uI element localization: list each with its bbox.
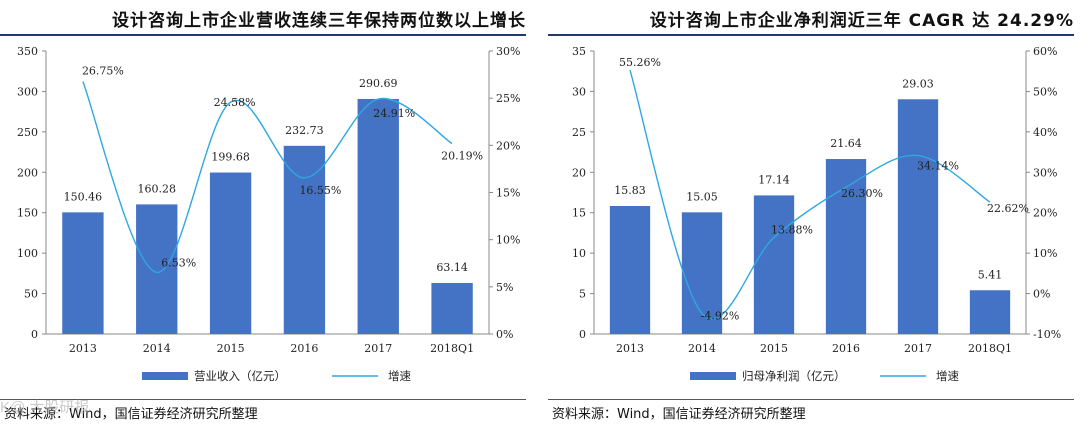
bar-value-label: 29.03 (902, 77, 934, 90)
left-tick-label: 0 (31, 328, 38, 341)
x-tick-label: 2018Q1 (430, 342, 474, 355)
right-tick-label: 50% (1033, 85, 1057, 98)
line-value-label: -4.92% (701, 309, 740, 322)
legend-bar-swatch (690, 372, 736, 380)
x-tick-label: 2014 (143, 342, 171, 355)
x-tick-label: 2016 (832, 342, 860, 355)
bar-value-label: 21.64 (830, 137, 862, 150)
bar-value-label: 232.73 (285, 124, 324, 137)
bar (136, 204, 178, 334)
line-value-label: 26.30% (841, 187, 883, 200)
source-note: 资料来源：Wind，国信证券经济研究所整理 (4, 407, 258, 422)
right-tick-label: 10% (496, 234, 520, 247)
legend-bar-label: 归母净利润（亿元） (742, 369, 846, 383)
left-tick-label: 20 (572, 166, 586, 179)
source-rule (0, 399, 526, 400)
chart-title: 设计咨询上市企业营收连续三年保持两位数以上增长 (112, 11, 526, 31)
right-tick-label: 5% (496, 281, 513, 294)
x-tick-label: 2015 (760, 342, 788, 355)
bar-value-label: 15.83 (614, 184, 646, 197)
line-value-label: 22.62% (987, 202, 1029, 215)
right-tick-label: -10% (1033, 328, 1061, 341)
left-tick-label: 25 (572, 126, 586, 139)
bar-value-label: 150.46 (64, 190, 103, 203)
right-tick-label: 20% (496, 139, 520, 152)
left-tick-label: 200 (17, 166, 38, 179)
growth-line (629, 69, 991, 320)
right-tick-label: 30% (496, 45, 520, 58)
legend-bar-swatch (142, 372, 188, 380)
line-value-label: 26.75% (82, 65, 124, 78)
source-rule (548, 399, 1074, 400)
bar-value-label: 290.69 (359, 77, 398, 90)
right-tick-label: 25% (496, 92, 520, 105)
bar (897, 99, 939, 334)
revenue-panel: 设计咨询上市企业营收连续三年保持两位数以上增长 0 50 100 150 200 250 3… (0, 0, 532, 425)
revenue-chart: 0 50 100 150 200 250 300 350 0% 5% 10% 15% 20% 25% 30%… (17, 45, 520, 383)
line-value-label: 24.58% (214, 96, 256, 109)
line-value-label: 24.91% (373, 107, 415, 120)
left-tick-label: 300 (17, 85, 38, 98)
line-value-label: 16.55% (299, 184, 341, 197)
title-rule (0, 34, 526, 36)
x-tick-label: 2018Q1 (968, 342, 1012, 355)
left-tick-label: 35 (572, 45, 586, 58)
right-tick-label: 10% (1033, 247, 1057, 260)
bar-value-label: 63.14 (436, 261, 468, 274)
bar (62, 212, 104, 334)
growth-line (82, 81, 453, 274)
left-tick-label: 10 (572, 247, 586, 260)
bar-value-label: 199.68 (211, 151, 250, 164)
x-tick-label: 2017 (904, 342, 932, 355)
source-note: 资料来源：Wind，国信证券经济研究所整理 (552, 407, 806, 422)
left-tick-label: 100 (17, 247, 38, 260)
right-tick-label: 60% (1033, 45, 1057, 58)
left-tick-label: 30 (572, 85, 586, 98)
bar (357, 98, 399, 334)
x-tick-label: 2013 (69, 342, 97, 355)
chart-title: 设计咨询上市企业净利润近三年 CAGR 达 24.29% (649, 11, 1074, 31)
legend-line-label: 增速 (936, 369, 959, 383)
left-tick-label: 350 (17, 45, 38, 58)
bar-value-label: 15.05 (686, 190, 718, 203)
line-value-label: 13.88% (771, 223, 813, 236)
bar (609, 206, 651, 334)
bar (969, 290, 1011, 334)
right-tick-label: 20% (1033, 207, 1057, 220)
left-tick-label: 250 (17, 126, 38, 139)
bar (825, 159, 867, 334)
right-tick-label: 30% (1033, 166, 1057, 179)
line-value-label: 20.19% (441, 150, 483, 163)
bar-value-label: 17.14 (758, 173, 790, 186)
right-tick-label: 40% (1033, 126, 1057, 139)
right-tick-label: 0% (496, 328, 513, 341)
bar (753, 195, 795, 334)
left-tick-label: 5 (579, 288, 586, 301)
bar-value-label: 160.28 (138, 182, 177, 195)
watermark: K@ 大股研报 (0, 399, 90, 416)
line-value-label: 34.14% (917, 160, 959, 173)
x-tick-label: 2017 (364, 342, 392, 355)
x-tick-label: 2015 (217, 342, 245, 355)
x-tick-label: 2013 (616, 342, 644, 355)
left-tick-label: 50 (24, 288, 38, 301)
x-tick-label: 2016 (290, 342, 318, 355)
line-value-label: 6.53% (161, 256, 196, 269)
net-profit-chart: 0 5 10 15 20 25 30 35 -10% 0% 10% 20% 30% 40% 50% 60% 15… (572, 45, 1061, 383)
left-tick-label: 0 (579, 328, 586, 341)
bar (431, 282, 473, 334)
legend-line-label: 增速 (388, 369, 411, 383)
title-rule (548, 34, 1074, 36)
right-tick-label: 0% (1033, 288, 1050, 301)
bar-value-label: 5.41 (978, 268, 1003, 281)
net-profit-panel: 设计咨询上市企业净利润近三年 CAGR 达 24.29% 0 5 10 15 20 25 3… (548, 0, 1080, 425)
left-tick-label: 15 (572, 207, 586, 220)
bar (283, 145, 326, 334)
line-value-label: 55.26% (619, 56, 661, 69)
legend-bar-label: 营业收入（亿元） (194, 369, 286, 383)
bar (209, 172, 252, 334)
x-tick-label: 2014 (688, 342, 716, 355)
right-tick-label: 15% (496, 187, 520, 200)
left-tick-label: 150 (17, 207, 38, 220)
